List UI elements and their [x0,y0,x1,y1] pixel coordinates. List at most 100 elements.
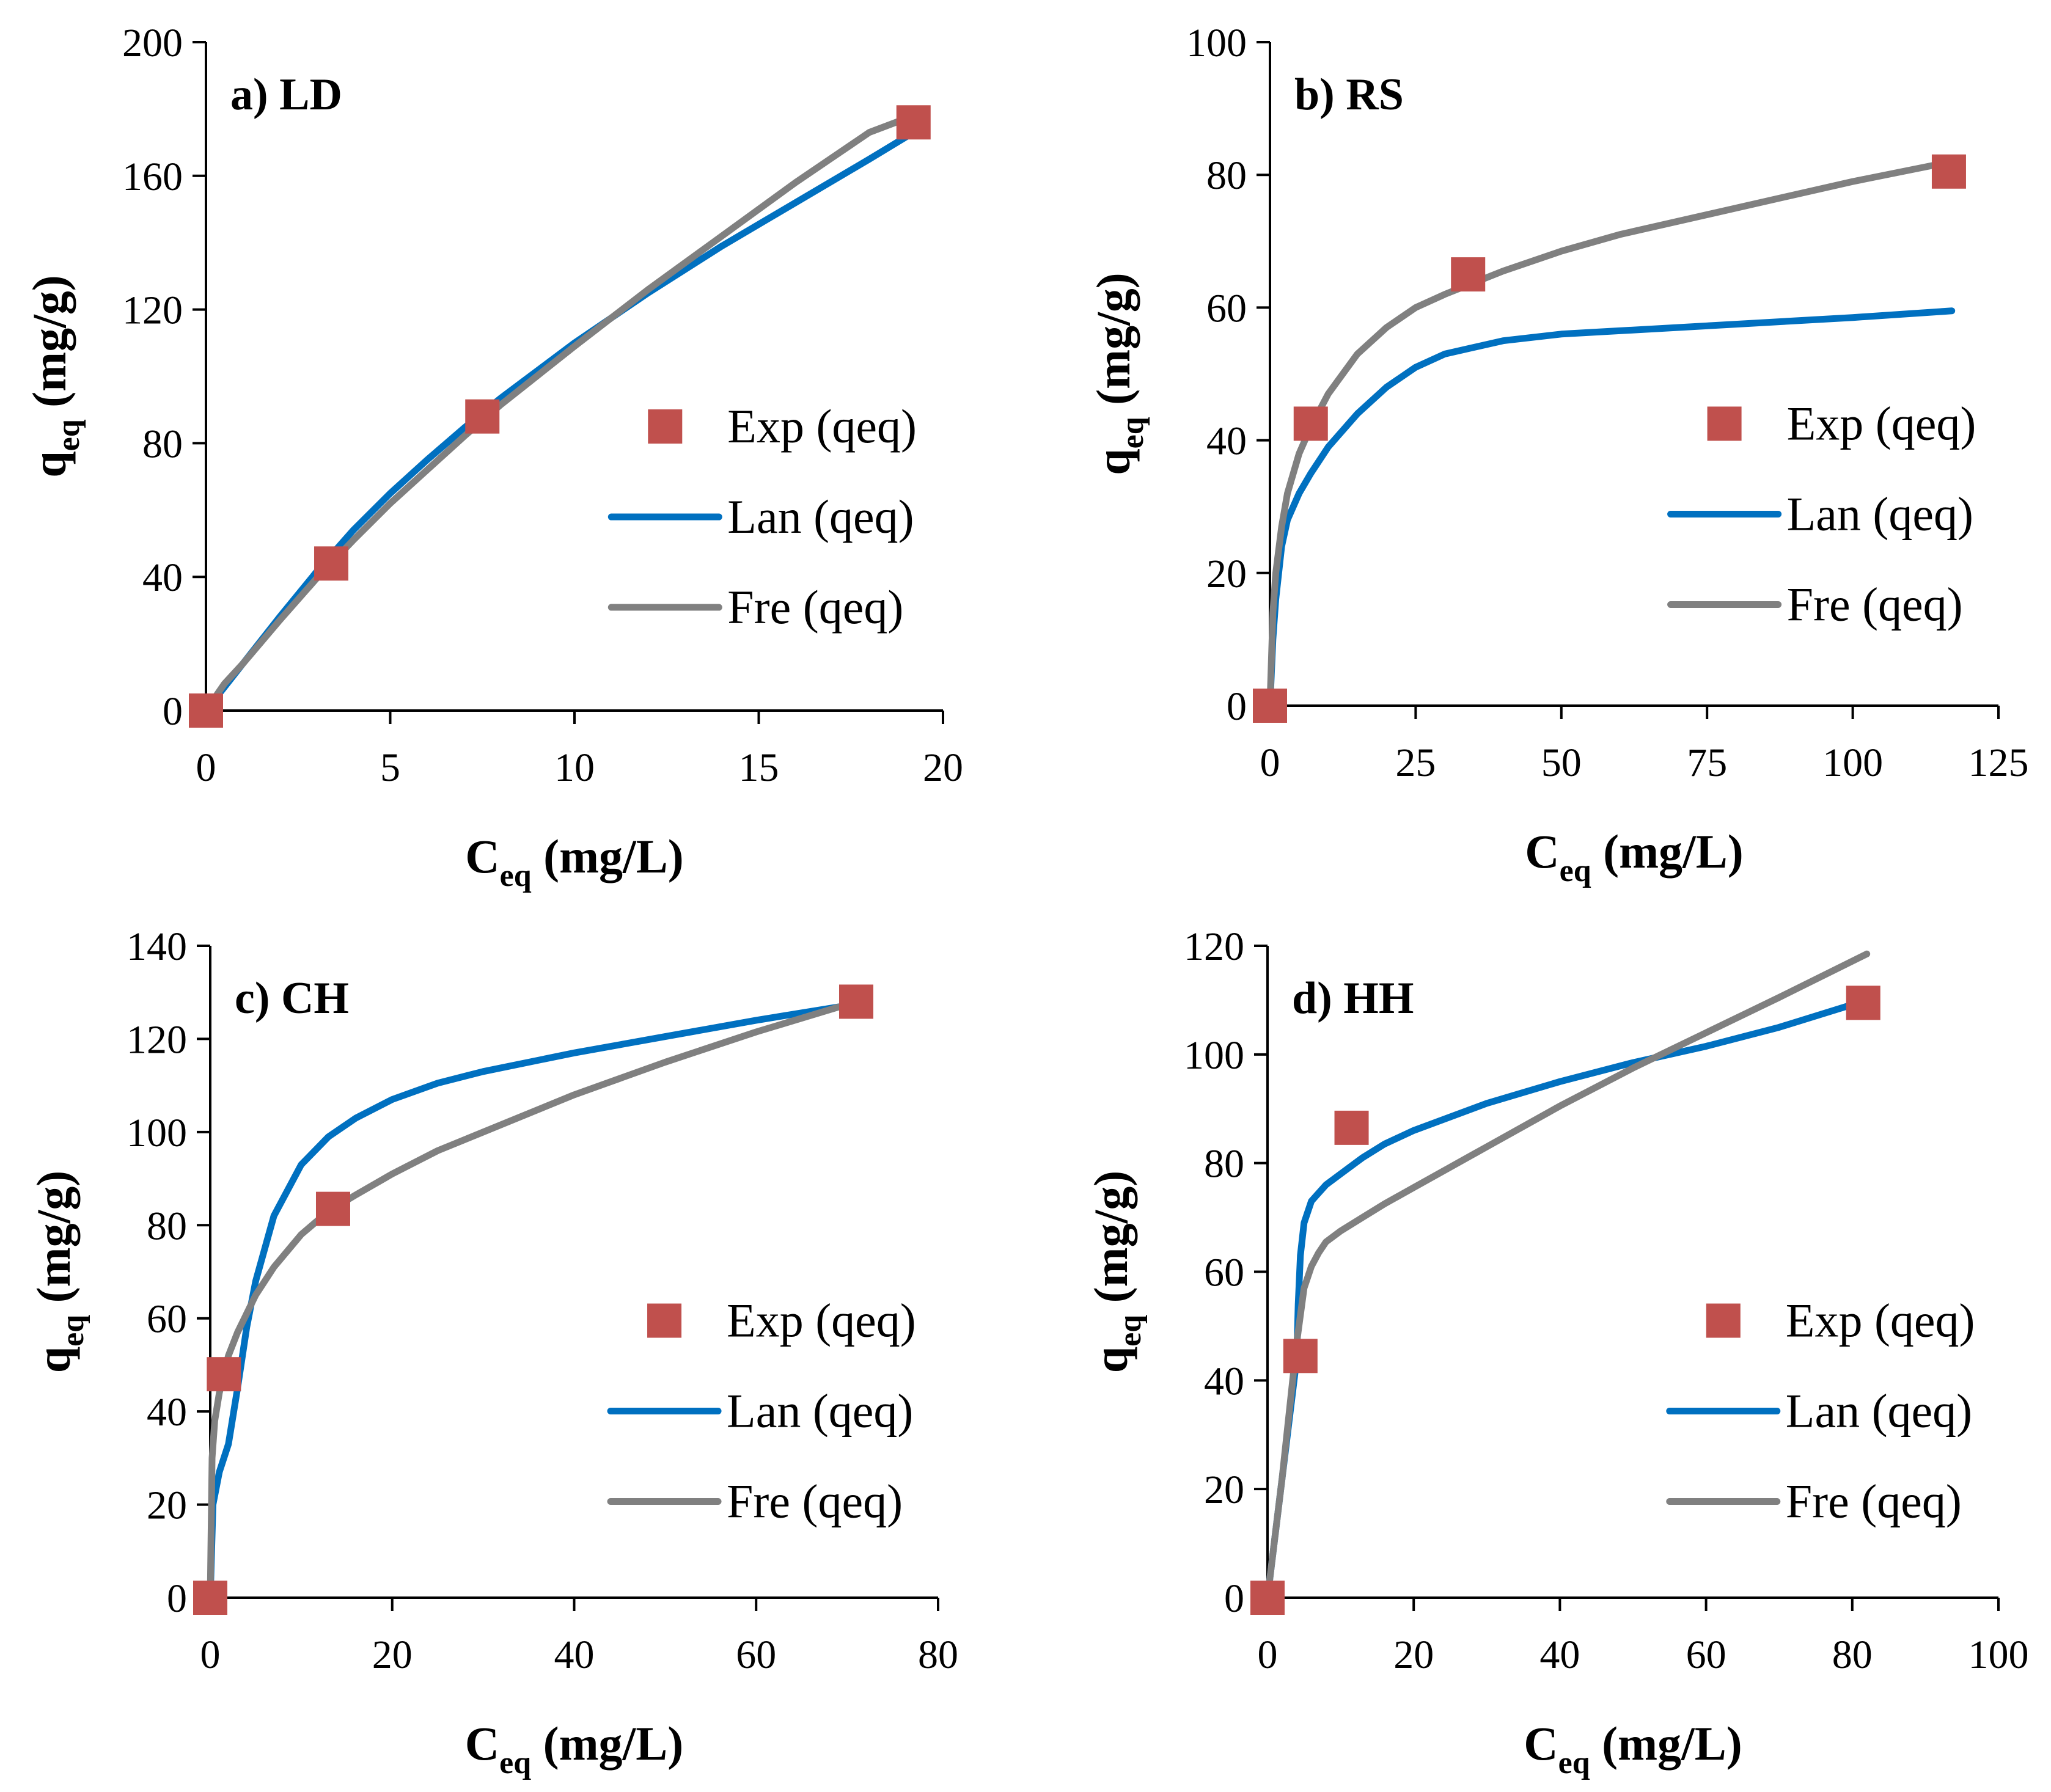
data-point-exp [1293,406,1328,441]
legend-label-exp: Exp (qeq) [727,1294,916,1347]
y-axis-title-sub: eq [56,1315,90,1347]
data-point-exp [315,1191,350,1226]
y-axis-title: qeq (mg/g) [1084,1171,1148,1373]
x-tick-label: 20 [1393,1633,1434,1677]
y-tick-label: 40 [142,555,183,600]
data-point-exp [207,1357,241,1392]
x-tick-label: 80 [1832,1633,1873,1677]
series-line-fre [202,112,917,714]
legend-label-exp: Exp (qeq) [1787,397,1976,450]
panel-label: b) RS [1294,70,1404,120]
y-tick-label: 0 [1227,684,1247,729]
x-tick-label: 0 [1260,741,1280,785]
legend-label-lan: Lan (qeq) [727,490,914,543]
legend-label-exp: Exp (qeq) [727,400,917,453]
y-axis-title-main: q [1084,1347,1137,1373]
y-axis-title: qeq (mg/g) [1087,272,1150,475]
x-axis-title: Ceq (mg/L) [1525,825,1743,888]
data-point-exp [839,984,874,1019]
x-tick-label: 125 [1968,741,2029,785]
legend-label-fre: Fre (qeq) [1786,1475,1962,1528]
y-tick-label: 140 [127,924,187,969]
data-point-exp [1451,257,1486,292]
y-axis-title-main: q [23,451,76,477]
y-tick-label: 120 [127,1017,187,1062]
x-tick-label: 60 [736,1633,776,1677]
y-tick-label: 80 [1206,153,1247,198]
y-tick-label: 100 [127,1111,187,1155]
y-tick-label: 0 [167,1576,187,1621]
x-axis-title: Ceq (mg/L) [465,1717,683,1780]
x-tick-label: 60 [1686,1633,1726,1677]
y-tick-label: 120 [1184,924,1244,969]
y-tick-label: 200 [122,21,183,65]
x-tick-label: 80 [918,1633,958,1677]
series-line-lan [1264,997,1871,1601]
data-point-exp [465,399,500,434]
x-axis-title-unit: (mg/L) [1591,825,1744,878]
y-axis-title-unit: (mg/g) [1084,1171,1137,1315]
x-tick-label: 25 [1395,741,1436,785]
y-tick-label: 60 [147,1297,187,1342]
x-tick-label: 5 [380,745,400,790]
panel-3: 0 20 40 60 80 100 120 0 20 40 60 80 100 Ceq (mg/L) qeq… [1084,924,2029,1780]
y-axis-title: qeq (mg/g) [23,275,86,478]
y-tick-label: 0 [1224,1576,1244,1621]
x-tick-label: 0 [1258,1633,1278,1677]
x-axis-title-unit: (mg/L) [531,1717,683,1770]
x-axis-title-main: C [465,1717,499,1770]
x-axis-title-sub: eq [1560,854,1591,888]
y-tick-label: 40 [1206,419,1247,464]
y-axis-title-sub: eq [1115,417,1150,448]
x-axis-title: Ceq (mg/L) [1524,1717,1742,1780]
panel-label: d) HH [1292,973,1414,1023]
y-tick-label: 100 [1184,1033,1244,1078]
series-line-fre [1264,950,1871,1601]
y-tick-label: 20 [147,1483,187,1528]
legend-label-lan: Lan (qeq) [1786,1384,1972,1438]
y-axis-title: qeq (mg/g) [27,1171,90,1373]
x-tick-label: 15 [739,745,779,790]
legend-label-fre: Fre (qeq) [727,580,903,634]
x-axis-title-sub: eq [500,858,532,893]
data-point-exp [1846,986,1880,1020]
legend-marker-exp [647,1303,682,1338]
y-axis-title-sub: eq [51,419,86,451]
panel-label: c) CH [235,973,349,1023]
x-tick-label: 100 [1822,741,1883,785]
y-tick-label: 80 [1204,1142,1244,1187]
y-axis-title-unit: (mg/g) [1087,272,1140,417]
legend-label-fre: Fre (qeq) [727,1475,903,1528]
x-tick-label: 40 [1539,1633,1580,1677]
legend-marker-exp [1707,406,1742,441]
x-axis-title-unit: (mg/L) [1590,1717,1742,1770]
data-point-exp [193,1581,227,1615]
y-tick-label: 0 [163,689,183,734]
y-axis-title-unit: (mg/g) [27,1171,80,1315]
y-tick-label: 20 [1204,1468,1244,1512]
y-tick-label: 100 [1186,21,1247,65]
x-tick-label: 20 [923,745,963,790]
y-tick-label: 40 [1204,1359,1244,1403]
x-tick-label: 100 [1968,1633,2029,1677]
x-tick-label: 50 [1541,741,1582,785]
legend-marker-exp [1706,1303,1741,1338]
x-axis-title-sub: eq [499,1746,531,1780]
legend-marker-exp [648,409,683,444]
x-tick-label: 20 [372,1633,413,1677]
x-tick-label: 10 [554,745,595,790]
data-point-exp [1250,1581,1285,1615]
data-point-exp [1283,1339,1318,1373]
y-tick-label: 80 [147,1204,187,1248]
x-tick-label: 75 [1687,741,1727,785]
legend-label-exp: Exp (qeq) [1786,1294,1975,1347]
series-line-fre [1266,158,1956,709]
y-tick-label: 60 [1204,1251,1244,1295]
x-tick-label: 0 [196,745,216,790]
y-axis-title-main: q [27,1347,80,1373]
legend-label-lan: Lan (qeq) [727,1384,913,1438]
